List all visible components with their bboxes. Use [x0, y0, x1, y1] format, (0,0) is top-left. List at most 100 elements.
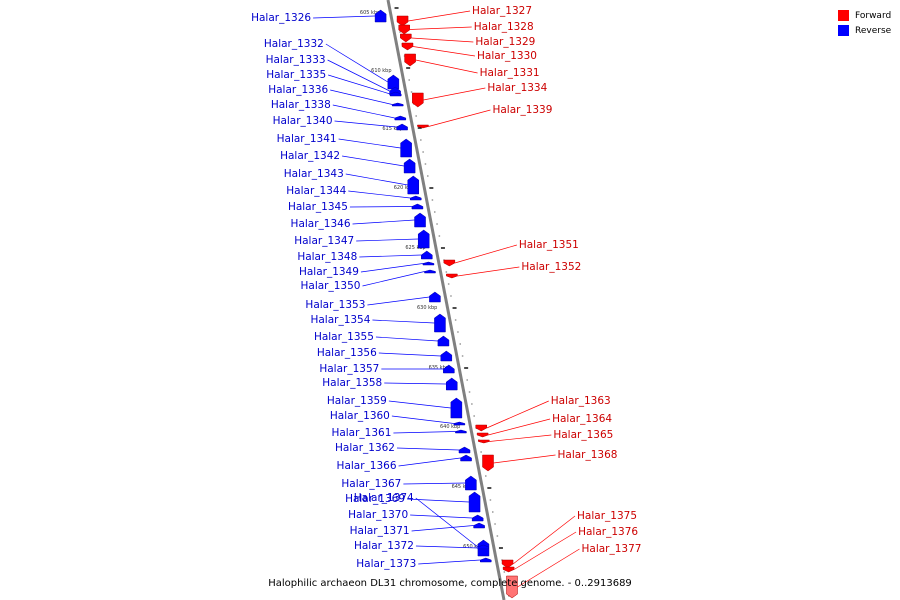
gene-label[interactable]: Halar_1364: [552, 413, 612, 425]
gene-halar-1326-glyph[interactable]: [374, 9, 387, 23]
gene-label[interactable]: Halar_1350: [301, 280, 361, 292]
gene-label[interactable]: Halar_1365: [553, 429, 613, 441]
gene-halar-1352-glyph[interactable]: [446, 273, 458, 279]
gene-halar-1340-glyph[interactable]: [396, 123, 408, 131]
gene-label[interactable]: Halar_1362: [335, 442, 395, 454]
gene-halar-1344-glyph[interactable]: [410, 195, 422, 201]
gene-label[interactable]: Halar_1374: [354, 492, 414, 504]
gene-label[interactable]: Halar_1334: [487, 82, 547, 94]
gene-halar-1341-glyph[interactable]: [400, 138, 412, 158]
gene-label[interactable]: Halar_1335: [266, 69, 326, 81]
gene-label[interactable]: Halar_1352: [521, 261, 581, 273]
gene-halar-1353-glyph[interactable]: [429, 291, 441, 303]
gene-label[interactable]: Halar_1346: [291, 218, 351, 230]
gene-halar-1362-glyph[interactable]: [458, 446, 471, 454]
gene-label[interactable]: Halar_1326: [251, 12, 311, 24]
gene-label[interactable]: Halar_1329: [475, 36, 535, 48]
gene-halar-1327-glyph[interactable]: [396, 15, 409, 27]
gene-label[interactable]: Halar_1354: [310, 314, 370, 326]
gene-label[interactable]: Halar_1357: [319, 363, 379, 375]
gene-halar-1343-glyph[interactable]: [407, 175, 420, 195]
gene-halar-1329-glyph[interactable]: [400, 33, 412, 43]
gene-halar-1375-glyph[interactable]: [501, 559, 514, 569]
gene-halar-1336-glyph[interactable]: [391, 102, 404, 107]
gene-halar-1356-glyph[interactable]: [440, 350, 453, 362]
gene-label[interactable]: Halar_1356: [317, 347, 377, 359]
gene-halar-1358-glyph[interactable]: [445, 377, 458, 391]
gene-halar-1339-glyph[interactable]: [417, 124, 429, 129]
gene-label[interactable]: Halar_1331: [480, 67, 540, 79]
gene-halar-1328-glyph[interactable]: [398, 24, 410, 35]
gene-halar-1360-glyph[interactable]: [453, 421, 466, 426]
gene-label[interactable]: Halar_1349: [299, 266, 359, 278]
gene-halar-1365-glyph[interactable]: [478, 439, 490, 444]
gene-halar-1334-glyph[interactable]: [412, 92, 424, 108]
gene-label[interactable]: Halar_1338: [271, 99, 331, 111]
gene-halar-1371-glyph[interactable]: [473, 522, 485, 529]
gene-halar-1351-glyph[interactable]: [443, 259, 456, 267]
gene-label[interactable]: Halar_1351: [519, 239, 579, 251]
gene-label[interactable]: Halar_1344: [286, 185, 346, 197]
gene-halar-1354-glyph[interactable]: [434, 313, 446, 333]
gene-label[interactable]: Halar_1359: [327, 395, 387, 407]
gene-label[interactable]: Halar_1345: [288, 201, 348, 213]
gene-halar-1345-glyph[interactable]: [411, 203, 424, 210]
gene-label[interactable]: Halar_1327: [472, 5, 532, 17]
gene-halar-1361-glyph[interactable]: [455, 429, 467, 434]
gene-label[interactable]: Halar_1368: [558, 449, 618, 461]
gene-label[interactable]: Halar_1369: [345, 493, 405, 505]
gene-label[interactable]: Halar_1348: [297, 251, 357, 263]
gene-halar-1369-glyph[interactable]: [468, 491, 481, 513]
gene-label[interactable]: Halar_1340: [273, 115, 333, 127]
gene-label[interactable]: Halar_1363: [551, 395, 611, 407]
gene-label[interactable]: Halar_1370: [348, 509, 408, 521]
gene-label[interactable]: Halar_1376: [578, 526, 638, 538]
gene-label[interactable]: Halar_1361: [331, 427, 391, 439]
gene-label[interactable]: Halar_1371: [350, 525, 410, 537]
gene-label[interactable]: Halar_1333: [266, 54, 326, 66]
gene-halar-1366-glyph[interactable]: [460, 454, 472, 462]
gene-halar-1330-glyph[interactable]: [401, 42, 414, 51]
gene-label[interactable]: Halar_1372: [354, 540, 414, 552]
gene-label[interactable]: Halar_1377: [581, 543, 641, 555]
gene-label[interactable]: Halar_1341: [277, 133, 337, 145]
gene-halar-1373-glyph[interactable]: [480, 557, 492, 563]
gene-label[interactable]: Halar_1358: [322, 377, 382, 389]
gene-halar-1338-glyph[interactable]: [394, 115, 407, 121]
gene-halar-1346-glyph[interactable]: [414, 212, 426, 228]
gene-halar-1355-glyph[interactable]: [437, 335, 450, 347]
gene-halar-1367-glyph[interactable]: [465, 475, 477, 491]
gene-halar-1350-glyph[interactable]: [424, 269, 436, 274]
gene-label[interactable]: Halar_1342: [280, 150, 340, 162]
gene-halar-1377-glyph[interactable]: [506, 575, 518, 599]
gene-label[interactable]: Halar_1366: [337, 460, 397, 472]
gene-label[interactable]: Halar_1373: [356, 558, 416, 570]
gene-label[interactable]: Halar_1360: [330, 410, 390, 422]
gene-label[interactable]: Halar_1367: [341, 478, 401, 490]
gene-halar-1348-glyph[interactable]: [421, 250, 433, 260]
gene-halar-1364-glyph[interactable]: [476, 432, 489, 438]
gene-label[interactable]: Halar_1347: [294, 235, 354, 247]
gene-halar-1335-glyph[interactable]: [389, 91, 402, 97]
gene-halar-1359-glyph[interactable]: [450, 397, 463, 419]
gene-halar-1376-glyph[interactable]: [502, 566, 515, 573]
gene-halar-1357-glyph[interactable]: [443, 364, 455, 374]
gene-halar-1349-glyph[interactable]: [422, 261, 435, 266]
gene-halar-1342-glyph[interactable]: [403, 158, 416, 174]
gene-label[interactable]: Halar_1328: [474, 21, 534, 33]
gene-label[interactable]: Halar_1343: [284, 168, 344, 180]
gene-halar-1374-glyph[interactable]: [477, 544, 490, 550]
gene-halar-1332-glyph[interactable]: [387, 74, 400, 90]
gene-halar-1370-glyph[interactable]: [471, 514, 484, 522]
gene-halar-1331-glyph[interactable]: [404, 53, 416, 67]
gene-halar-1363-glyph[interactable]: [475, 424, 487, 432]
gene-label[interactable]: Halar_1375: [577, 510, 637, 522]
gene-label[interactable]: Halar_1355: [314, 331, 374, 343]
gene-label[interactable]: Halar_1336: [268, 84, 328, 96]
gene-halar-1368-glyph[interactable]: [482, 454, 494, 472]
gene-label[interactable]: Halar_1330: [477, 50, 537, 62]
gene-label[interactable]: Halar_1339: [492, 104, 552, 116]
gene-halar-1347-glyph[interactable]: [417, 229, 430, 249]
gene-label[interactable]: Halar_1353: [305, 299, 365, 311]
gene-label[interactable]: Halar_1332: [264, 38, 324, 50]
